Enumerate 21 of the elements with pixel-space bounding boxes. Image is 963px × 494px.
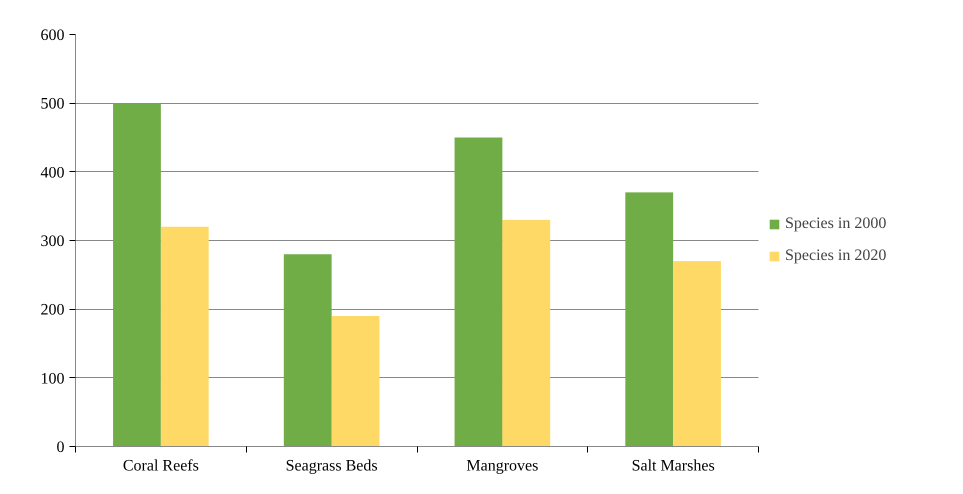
y-tick-label: 200 [40,302,64,319]
y-tick-label: 400 [40,164,64,182]
y-tick-label: 600 [40,27,64,44]
legend-label: Species in 2000 [785,215,886,233]
x-tick-label: Coral Reefs [122,458,199,474]
bar [113,103,161,446]
bar [625,192,674,446]
bar [284,254,332,446]
bar [454,138,502,446]
x-tick-label: Salt Marshes [632,458,715,474]
y-tick-label: 0 [56,439,64,456]
bar [160,226,209,446]
bar [332,316,380,446]
y-tick-label: 500 [40,96,64,113]
bar [673,261,721,446]
x-tick-label: Mangroves [466,458,538,474]
legend-label: Species in 2020 [785,247,886,265]
x-tick-label: Seagrass Beds [286,458,378,474]
y-tick-label: 300 [40,233,64,250]
bar [502,220,550,446]
y-tick-label: 100 [40,370,64,388]
